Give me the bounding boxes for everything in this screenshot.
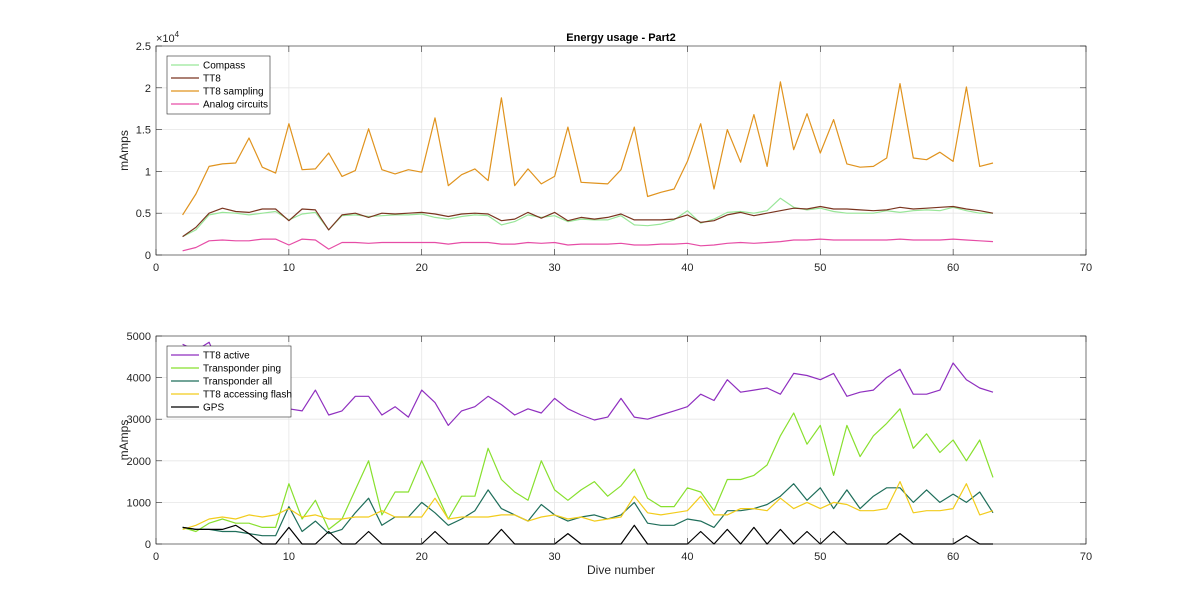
y-tick-label: 1000: [127, 497, 151, 509]
bottom-chart: 0 10 20 30 40 50 60 70 0 1000 2000 3000 4000 5000 Di…: [117, 331, 1092, 577]
bottom-chart-series: [182, 341, 994, 545]
top-chart-plot-area: [155, 45, 1087, 256]
bottom-chart-x-axis-label: Dive number: [587, 563, 655, 577]
x-tick-label: 60: [947, 551, 959, 563]
x-tick-label: 40: [681, 262, 693, 274]
exponent-power: 4: [175, 30, 180, 39]
legend-label: GPS: [203, 403, 224, 414]
top-chart-x-ticks: 0 10 20 30 40 50 60 70: [153, 46, 1092, 274]
series-line-gps: [182, 524, 993, 545]
bottom-chart-y-ticks: 0 1000 2000 3000 4000 5000: [127, 331, 1086, 551]
top-chart-title: Energy usage - Part2: [566, 32, 675, 44]
bottom-chart-x-ticks: 0 10 20 30 40 50 60 70: [153, 336, 1092, 563]
y-tick-label: 3000: [127, 414, 151, 426]
legend-label: Transponder ping: [203, 364, 281, 375]
legend-label: Compass: [203, 61, 245, 72]
x-tick-label: 50: [814, 551, 826, 563]
y-tick-label: 0: [145, 539, 151, 551]
exponent-base: ×10: [156, 33, 175, 45]
legend-label: Analog circuits: [203, 100, 268, 111]
y-tick-label: 4000: [127, 373, 151, 385]
series-line-tt8-active: [182, 341, 994, 426]
y-tick-label: 0.5: [136, 208, 151, 220]
top-chart-legend: Compass TT8 TT8 sampling Analog circuits: [166, 55, 271, 115]
top-chart-y-ticks: 0 0.5 1 1.5 2 2.5: [136, 41, 1086, 262]
top-chart-series: [182, 81, 994, 252]
y-tick-label: 0: [145, 250, 151, 262]
legend-label: TT8: [203, 74, 221, 85]
y-tick-label: 2: [145, 83, 151, 95]
x-tick-label: 10: [283, 551, 295, 563]
top-chart-y-axis-label: mAmps: [117, 130, 131, 171]
bottom-chart-y-axis-label: mAmps: [117, 420, 131, 461]
y-tick-label: 1: [145, 166, 151, 178]
x-tick-label: 20: [416, 551, 428, 563]
x-tick-label: 0: [153, 262, 159, 274]
legend-label: TT8 sampling: [203, 87, 264, 98]
x-tick-label: 0: [153, 551, 159, 563]
legend-label: Transponder all: [203, 377, 272, 388]
top-chart: 0 10 20 30 40 50 60 70 0 0.5 1 1.5 2 2.5 Energy usag…: [117, 30, 1092, 274]
x-tick-label: 30: [548, 551, 560, 563]
series-line-compass: [182, 197, 993, 238]
x-tick-label: 50: [814, 262, 826, 274]
x-tick-label: 20: [416, 262, 428, 274]
series-line-tt8-sampling: [182, 81, 994, 216]
x-tick-label: 70: [1080, 551, 1092, 563]
y-tick-label: 2.5: [136, 41, 151, 53]
y-tick-label: 1.5: [136, 125, 151, 137]
y-tick-label: 5000: [127, 331, 151, 343]
legend-label: TT8 accessing flash: [203, 390, 292, 401]
x-tick-label: 60: [947, 262, 959, 274]
legend-label: TT8 active: [203, 351, 250, 362]
y-tick-label: 2000: [127, 456, 151, 468]
series-line-transponder-ping: [182, 408, 994, 533]
x-tick-label: 70: [1080, 262, 1092, 274]
x-tick-label: 30: [548, 262, 560, 274]
bottom-chart-legend: TT8 active Transponder ping Transponder al…: [166, 345, 292, 418]
series-line-tt8: [182, 205, 994, 238]
series-line-tt8-accessing-flash: [182, 481, 994, 530]
top-chart-y-exponent: ×104: [156, 30, 180, 45]
x-tick-label: 10: [283, 262, 295, 274]
series-line-transponder-all: [182, 483, 994, 537]
series-line-analog-circuits: [182, 238, 994, 252]
x-tick-label: 40: [681, 551, 693, 563]
